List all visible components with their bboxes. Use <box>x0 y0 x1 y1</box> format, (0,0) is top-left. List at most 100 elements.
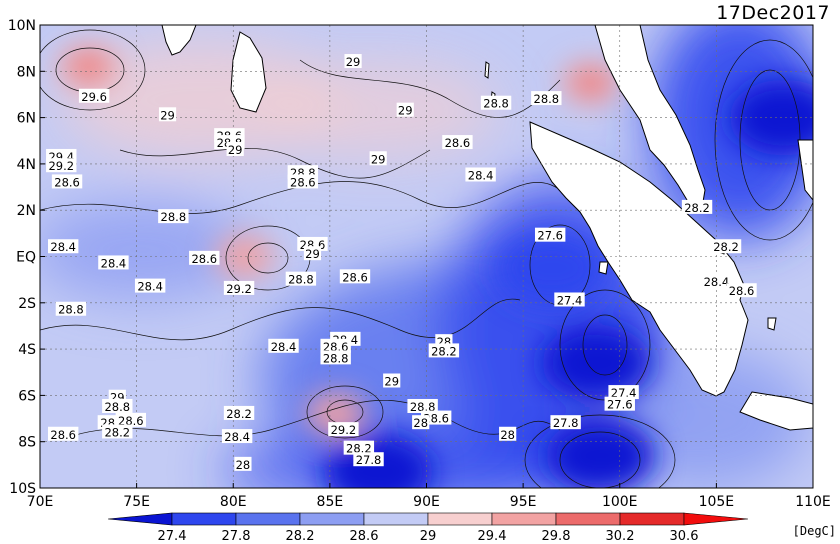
contour-label-text: 29 <box>398 104 413 118</box>
contour-label-text: 28.8 <box>534 92 560 106</box>
contour-label: 28.8 <box>285 271 317 287</box>
contour-label-text: 29 <box>228 143 243 157</box>
colorbar-label: 30.2 <box>606 529 635 544</box>
contour-label: 28.2 <box>428 343 460 358</box>
colorbar-label: 28.6 <box>350 529 379 544</box>
contour-label-text: 28.4 <box>704 275 730 289</box>
x-tick-label: 100E <box>602 494 638 510</box>
contour-label: 28.6 <box>442 135 473 150</box>
contour-label-bg <box>115 412 147 427</box>
contour-label-bg <box>47 426 79 441</box>
contour-label-bg <box>285 271 317 286</box>
colorbar-segment-1 <box>235 512 301 526</box>
contour-label: 28.4 <box>701 273 732 289</box>
contour-label-text: 28.6 <box>729 284 755 298</box>
contour-label: 28.8 <box>55 301 87 317</box>
contour-label: 29 <box>383 373 401 389</box>
contour-label: 28 <box>499 426 517 442</box>
contour-label-text: 28.6 <box>445 136 471 150</box>
borneo-tip <box>797 139 813 201</box>
contour-label-text: 28.4 <box>137 280 163 294</box>
contour-label: 27.6 <box>534 227 566 243</box>
contour-label-bg <box>221 429 253 444</box>
contour-label-text: 28.2 <box>226 407 252 421</box>
contour-label: 29 <box>369 151 387 166</box>
contour-label-text: 29 <box>346 55 361 69</box>
contour-labels: 2929.62928.628.8292928.828.829.429.228.6… <box>46 54 757 472</box>
y-tick-label: 4S <box>18 342 36 358</box>
land-masses <box>161 25 813 431</box>
y-tick-label: 8S <box>18 435 36 451</box>
contour-label: 29 <box>344 54 362 69</box>
contour-label: 28.4 <box>134 278 166 294</box>
contour-label-bg <box>499 426 517 441</box>
y-tick-label: EQ <box>16 250 36 266</box>
contour-label-text: 28.2 <box>713 240 739 254</box>
contour-label-bg <box>383 373 401 388</box>
contour-label: 28.8 <box>531 91 562 106</box>
contour-label-text: 29 <box>371 152 386 166</box>
contour-label: 28.2 <box>681 199 713 215</box>
contour-label: 27.8 <box>353 452 384 467</box>
colorbar-segment-5 <box>491 512 557 526</box>
contour-label-bg <box>55 301 87 316</box>
colorbar-label: 29.8 <box>542 529 571 544</box>
unit-label: [DegC] <box>792 524 836 538</box>
hot-spot-3 <box>574 71 607 94</box>
hot-spot-0 <box>72 55 105 78</box>
contour-label-bg <box>98 255 129 270</box>
contour-label-text: 29.2 <box>226 282 252 296</box>
contour-label-bg <box>320 350 351 365</box>
colorbar-label: 30.6 <box>670 529 699 544</box>
contour-label: 28.8 <box>158 209 189 224</box>
y-tick-label: 6N <box>17 111 36 127</box>
contour-label-text: 29.6 <box>81 90 107 104</box>
colorbar-segment-4 <box>427 512 493 526</box>
contour-label-bg <box>78 88 110 103</box>
contour-label-bg <box>726 283 757 298</box>
x-tick-label: 90E <box>413 494 440 510</box>
contour-label: 28.6 <box>320 338 351 354</box>
contour-label-bg <box>328 422 359 437</box>
contour-label-bg <box>158 107 177 122</box>
contour-label-text: 27.6 <box>607 398 633 412</box>
x-tick-label: 70E <box>27 494 54 510</box>
contour-label: 28.2 <box>102 424 133 439</box>
contour-label: 28.4 <box>47 239 79 254</box>
contour-label-bg <box>189 250 220 265</box>
colorbar-label: 27.8 <box>222 529 251 544</box>
date-label: 17Dec2017 <box>716 2 830 24</box>
contour-label-text: 28.8 <box>483 97 509 111</box>
contour-label-bg <box>268 338 299 353</box>
contour-label-text: 28.8 <box>288 273 314 287</box>
contour-label: 28.6 <box>726 283 757 298</box>
contour-label-bg <box>554 292 585 307</box>
contour-label: 29.2 <box>46 158 77 173</box>
contour-label-text: 29.2 <box>48 159 74 173</box>
contour-label-text: 28.6 <box>342 270 368 284</box>
hot-spot-1 <box>228 245 261 268</box>
contour-label: 28 <box>412 415 430 430</box>
colorbar-label: 29.4 <box>478 529 507 544</box>
contour-label-text: 28.4 <box>224 430 250 444</box>
cold-spot-2 <box>541 324 652 401</box>
y-tick-label: 6S <box>18 388 36 404</box>
java <box>739 391 813 431</box>
contour-label-bg <box>604 396 635 411</box>
y-tick-label: 4N <box>17 157 36 173</box>
contour-label: 29.2 <box>223 280 255 296</box>
contour-label-text: 28.2 <box>104 425 130 439</box>
contour-label-text: 28.8 <box>104 400 130 414</box>
y-tick-label: 2S <box>18 296 36 312</box>
contour-label-bg <box>223 405 255 420</box>
contour-label-bg <box>412 415 430 430</box>
contour-label: 28.8 <box>102 398 133 414</box>
contour-label-bg <box>428 343 460 358</box>
colorbar-segment-6 <box>555 512 621 526</box>
colorbar-segment-0 <box>171 512 237 526</box>
contour-label: 29 <box>396 102 414 118</box>
contour-label-text: 27.4 <box>557 293 583 307</box>
contour-label: 28.6 <box>287 174 319 189</box>
contour-label-text: 28.8 <box>58 303 84 317</box>
